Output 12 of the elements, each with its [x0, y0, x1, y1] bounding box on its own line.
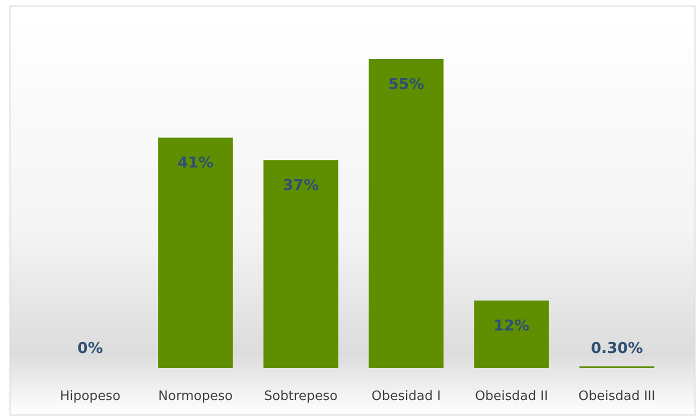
x-tick-label: Obeisdad II: [474, 389, 548, 404]
x-tick-label: Sobtrepeso: [264, 389, 338, 404]
x-tick-label: Normopeso: [158, 389, 233, 404]
x-tick-label: Obesidad I: [372, 389, 441, 404]
data-label: 0.30%: [590, 339, 643, 357]
data-label: 41%: [178, 154, 214, 172]
data-label: 0%: [77, 339, 103, 357]
data-label: 12%: [494, 316, 530, 335]
x-tick-label: Obeisdad III: [578, 389, 656, 404]
data-label: 37%: [282, 176, 319, 194]
data-label: 55%: [388, 75, 424, 93]
x-tick-label: Hipopeso: [60, 389, 120, 404]
